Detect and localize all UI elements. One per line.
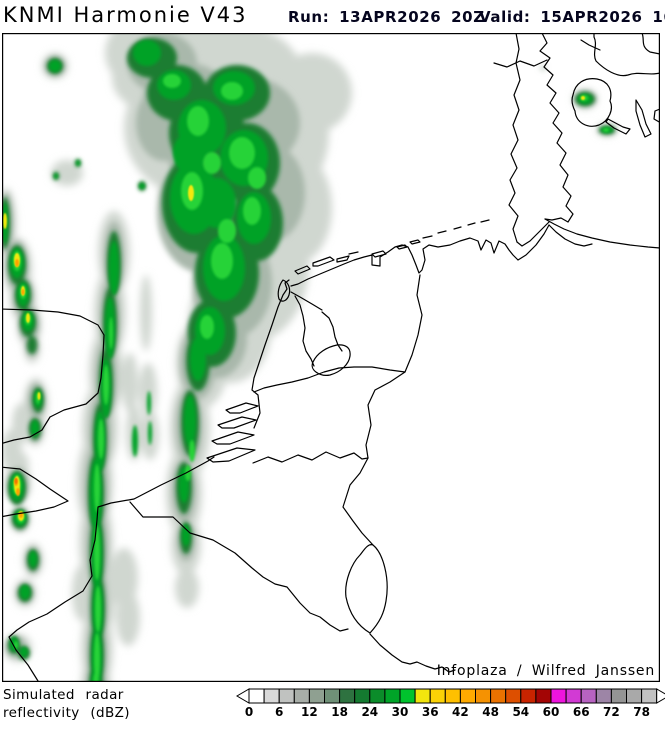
legend-label-line2: reflectivity (dBZ) (3, 705, 130, 721)
precip-layers (2, 33, 617, 682)
elbe-river (548, 224, 593, 247)
german-coast (290, 221, 550, 287)
coastlines (2, 33, 660, 682)
colorbar-tick: 48 (482, 705, 499, 719)
colorbar-tick: 18 (331, 705, 348, 719)
legend-label-line1: Simulated radar (3, 687, 124, 703)
nl-de-border (365, 274, 423, 459)
colorbar-tick: 78 (633, 705, 650, 719)
colorbar-right-arrow (656, 688, 665, 704)
baltic-coast (544, 218, 660, 249)
fr-be-border (129, 501, 349, 632)
colorbar-tick: 54 (512, 705, 529, 719)
map-border (2, 33, 660, 682)
jutland-coast (493, 33, 574, 243)
map-frame: Infoplaza / Wilfred Janssen (2, 33, 660, 682)
map-svg (2, 33, 660, 682)
run-timestamp: Run: 13APR2026 20Z (288, 8, 485, 26)
be-de-border (342, 457, 374, 546)
colorbar-tick: 36 (422, 705, 439, 719)
england-coast (2, 308, 105, 518)
colorbar-tick: 60 (543, 705, 560, 719)
netherlands-coast (251, 279, 351, 429)
valid-timestamp: Valid: 15APR2026 16Z (479, 8, 665, 26)
map-attribution: Infoplaza / Wilfred Janssen (436, 663, 655, 679)
colorbar-tick: 72 (603, 705, 620, 719)
wadden-islands (277, 219, 490, 302)
luxembourg-border (345, 544, 388, 634)
colorbar-tick: 12 (301, 705, 318, 719)
precip-layer-rain-deep-orange (14, 478, 18, 484)
colorbar-left-arrow (236, 688, 250, 704)
colorbar: 0 6 12 18 24 30 36 42 48 54 60 66 72 78 (236, 688, 665, 719)
fr-de-border (369, 633, 456, 673)
colorbar-tick: 6 (275, 705, 283, 719)
danish-islands (571, 33, 660, 138)
colorbar-tick: 0 (245, 705, 253, 719)
france-belgium-coast (8, 456, 215, 682)
page-title: KNMI Harmonie V43 (3, 3, 248, 27)
be-nl-border (252, 451, 369, 464)
colorbar-tick: 66 (573, 705, 590, 719)
colorbar-tick: 24 (361, 705, 378, 719)
colorbar-tick: 30 (392, 705, 409, 719)
rhine-river (253, 366, 406, 393)
colorbar-tick: 42 (452, 705, 469, 719)
zeeland-islands (206, 402, 259, 463)
